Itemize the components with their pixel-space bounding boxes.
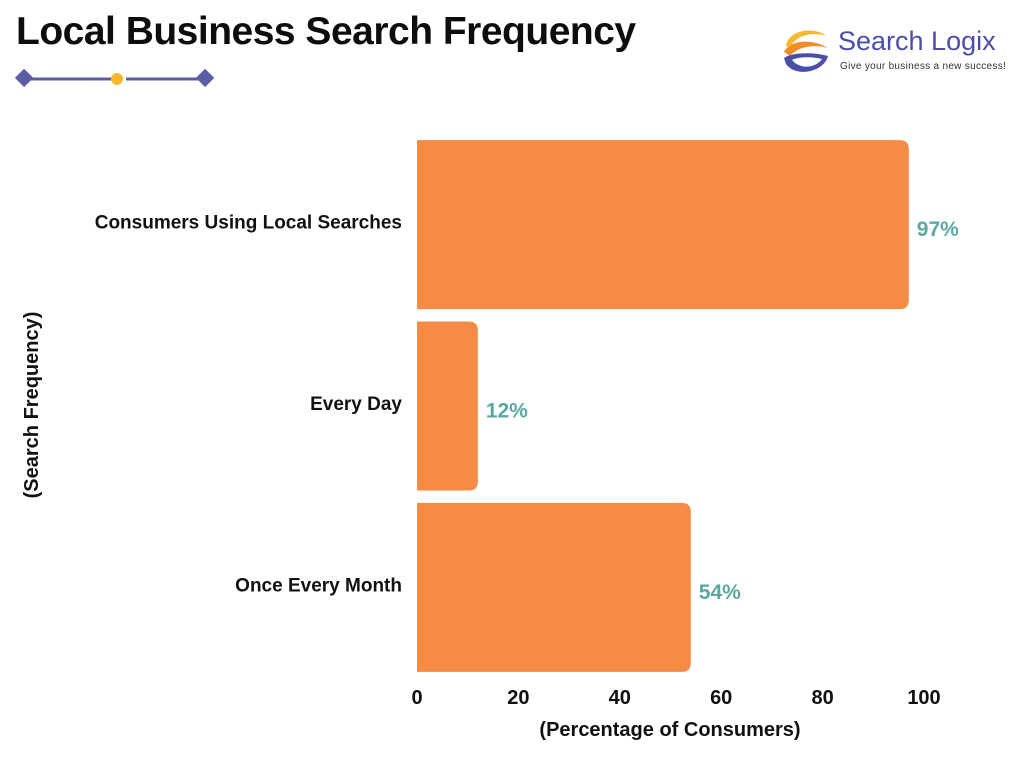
category-label-1: Every Day xyxy=(310,394,402,415)
bar-2 xyxy=(417,502,691,672)
brand-logo: Search Logix Give your business a new su… xyxy=(780,24,1016,80)
x-tick-label-4: 80 xyxy=(811,687,833,709)
bar-1 xyxy=(417,321,478,491)
title-underline-decoration xyxy=(14,68,215,88)
y-axis-label: (Search Frequency) xyxy=(21,312,43,499)
x-tick-label-1: 20 xyxy=(507,687,529,709)
chart-title: Local Business Search Frequency xyxy=(16,10,636,53)
logo-swoosh-icon xyxy=(784,30,828,72)
x-tick-label-0: 0 xyxy=(411,687,422,709)
logo-tagline: Give your business a new success! xyxy=(840,61,1007,72)
data-label-1: 12% xyxy=(486,400,528,423)
x-axis-label: (Percentage of Consumers) xyxy=(539,719,800,741)
bars-group xyxy=(417,140,909,672)
x-tick-label-3: 60 xyxy=(710,687,732,709)
x-tick-label-5: 100 xyxy=(907,687,940,709)
category-label-0: Consumers Using Local Searches xyxy=(95,213,402,234)
x-ticks-group: 0 20 40 60 80 100 xyxy=(411,687,940,709)
category-label-2: Once Every Month xyxy=(235,575,402,596)
data-labels-group: 97% 12% 54% xyxy=(486,218,959,604)
bar-0 xyxy=(417,140,909,310)
category-labels-group: Consumers Using Local Searches Every Day O… xyxy=(95,213,403,597)
decor-dot xyxy=(111,73,123,85)
x-tick-label-2: 40 xyxy=(609,687,631,709)
data-label-2: 54% xyxy=(699,581,741,604)
decor-diamond-right xyxy=(195,68,215,88)
data-label-0: 97% xyxy=(917,218,959,241)
logo-name: Search Logix xyxy=(838,26,996,56)
